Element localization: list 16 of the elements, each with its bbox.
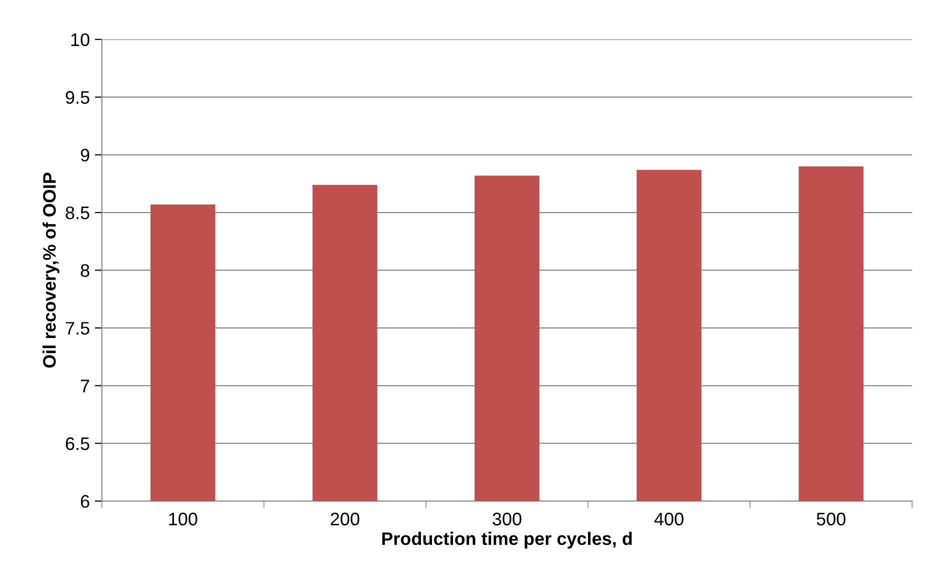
y-tick-label: 8 (80, 264, 90, 277)
y-tick-label: 9 (80, 148, 90, 162)
x-axis-title: Production time per cycles, d (382, 532, 632, 549)
y-tick-label: 7 (80, 380, 90, 392)
y-tick-label: 10 (71, 33, 90, 46)
x-tick-label: 200 (330, 512, 360, 526)
y-axis-title: Oil recovery,% of OOIP (42, 172, 60, 368)
y-tick-label: 8.5 (66, 206, 90, 220)
x-tick-label: 400 (654, 512, 684, 526)
x-tick-label: 500 (816, 512, 846, 526)
y-tick-label: 6 (80, 495, 90, 508)
x-tick-label: 100 (169, 512, 198, 526)
y-tick-label: 7.5 (66, 322, 90, 335)
x-tick-label: 300 (492, 512, 522, 526)
y-tick-label: 9.5 (66, 91, 90, 104)
y-tick-label: 6.5 (66, 437, 90, 450)
